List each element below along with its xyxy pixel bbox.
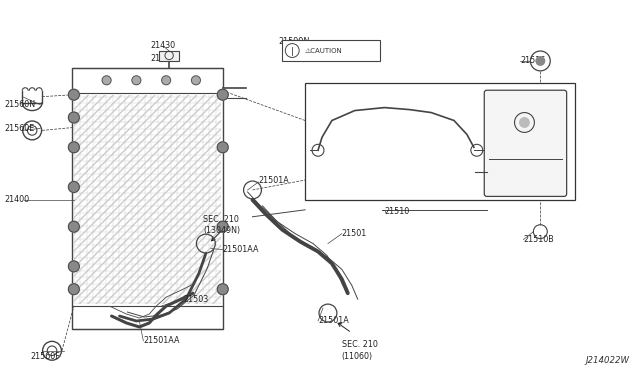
Circle shape [217,221,228,232]
Circle shape [68,142,79,153]
Text: 21510B: 21510B [524,235,554,244]
Text: 21501A: 21501A [259,176,289,185]
Text: 21515: 21515 [372,106,397,115]
Circle shape [519,117,530,128]
Text: 21400: 21400 [4,195,29,204]
Text: (11060): (11060) [342,352,373,361]
Text: 21501A: 21501A [318,317,349,326]
Bar [159,51,179,61]
Circle shape [162,76,171,85]
Text: 21599N: 21599N [278,36,310,46]
Circle shape [68,182,79,192]
Circle shape [217,142,228,153]
Text: 21516: 21516 [520,57,546,65]
Text: 21560E: 21560E [4,124,35,133]
Circle shape [68,221,79,232]
Text: 21510: 21510 [385,207,410,216]
Circle shape [191,76,200,85]
Text: 21503: 21503 [183,295,208,304]
Text: 21515E: 21515E [310,150,340,159]
Bar [305,83,575,200]
Circle shape [536,56,545,66]
Text: ⚠CAUTION: ⚠CAUTION [305,48,343,54]
FancyBboxPatch shape [484,90,566,196]
Text: (13049N): (13049N) [203,226,240,235]
Bar [282,40,380,61]
Text: 21501AA: 21501AA [223,245,259,254]
Text: 21430: 21430 [150,41,176,49]
Circle shape [217,284,228,295]
Text: 21560F: 21560F [30,352,60,361]
Text: 21501AA: 21501AA [143,336,180,345]
Text: 21560N: 21560N [4,100,35,109]
Circle shape [132,76,141,85]
Text: J214022W: J214022W [586,356,630,365]
Circle shape [68,112,79,123]
Text: 21515E: 21515E [454,150,484,159]
Text: SEC. 210: SEC. 210 [203,215,239,224]
Circle shape [68,89,79,100]
Circle shape [68,284,79,295]
Text: SEC. 210: SEC. 210 [342,340,378,349]
Circle shape [217,89,228,100]
Text: 21435: 21435 [150,54,176,64]
Circle shape [68,261,79,272]
Circle shape [102,76,111,85]
Text: 21501: 21501 [342,229,367,238]
Bar [74,95,221,304]
